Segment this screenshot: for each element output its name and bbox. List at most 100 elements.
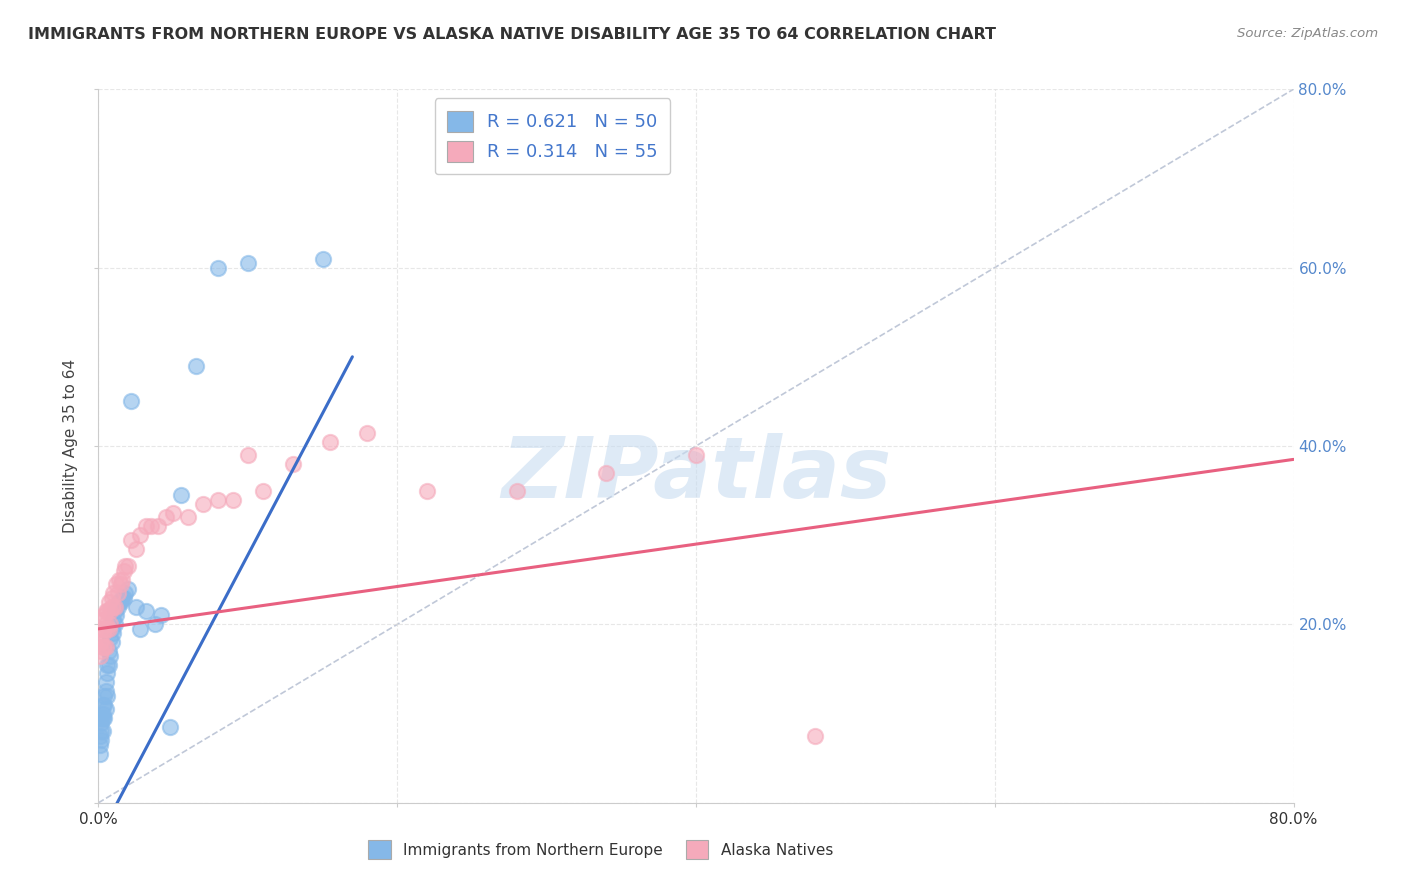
Point xyxy=(91,626,114,640)
Point xyxy=(110,577,132,591)
Point xyxy=(97,657,120,672)
Point xyxy=(93,640,115,654)
Point xyxy=(96,666,118,681)
Point xyxy=(101,622,124,636)
Point xyxy=(105,608,128,623)
Point xyxy=(93,622,115,636)
Point xyxy=(90,733,112,747)
Point xyxy=(90,715,112,730)
Point xyxy=(93,608,115,623)
Point xyxy=(91,706,114,721)
Point xyxy=(104,617,127,632)
Point xyxy=(107,599,129,614)
Point xyxy=(90,635,112,649)
Point xyxy=(804,729,827,743)
Point xyxy=(111,573,134,587)
Point xyxy=(93,698,115,712)
Point xyxy=(281,457,304,471)
Point xyxy=(90,644,112,658)
Point xyxy=(319,434,342,449)
Point xyxy=(100,648,122,663)
Point xyxy=(94,684,117,698)
Point xyxy=(104,599,127,614)
Point xyxy=(120,533,142,547)
Point xyxy=(89,729,111,743)
Point xyxy=(139,519,162,533)
Text: ZIPatlas: ZIPatlas xyxy=(501,433,891,516)
Point xyxy=(506,483,529,498)
Point xyxy=(222,492,245,507)
Point xyxy=(90,724,112,739)
Point xyxy=(101,635,124,649)
Point xyxy=(169,488,191,502)
Point xyxy=(90,711,112,725)
Point xyxy=(93,689,115,703)
Point xyxy=(120,394,142,409)
Point xyxy=(108,595,131,609)
Point xyxy=(94,617,117,632)
Point xyxy=(91,698,114,712)
Point xyxy=(207,260,229,275)
Point xyxy=(162,506,184,520)
Point xyxy=(96,622,118,636)
Point xyxy=(94,604,117,618)
Point xyxy=(117,582,139,596)
Point xyxy=(125,541,148,556)
Point xyxy=(416,483,439,498)
Point xyxy=(110,595,132,609)
Point xyxy=(89,738,111,752)
Point xyxy=(103,626,125,640)
Point xyxy=(125,599,148,614)
Point xyxy=(685,448,707,462)
Point xyxy=(89,635,111,649)
Point xyxy=(97,644,120,658)
Point xyxy=(94,675,117,690)
Point xyxy=(108,573,131,587)
Point xyxy=(135,519,157,533)
Point xyxy=(595,466,617,480)
Text: Source: ZipAtlas.com: Source: ZipAtlas.com xyxy=(1237,27,1378,40)
Point xyxy=(94,640,117,654)
Point xyxy=(159,720,181,734)
Point xyxy=(311,252,333,266)
Point xyxy=(356,425,378,440)
Point xyxy=(148,519,170,533)
Point xyxy=(97,622,120,636)
Point xyxy=(100,617,122,632)
Point xyxy=(112,591,135,605)
Point xyxy=(96,689,118,703)
Point xyxy=(236,448,259,462)
Point xyxy=(103,586,125,600)
Point xyxy=(207,492,229,507)
Point xyxy=(111,591,134,605)
Point xyxy=(100,604,122,618)
Point xyxy=(129,528,152,542)
Point xyxy=(91,711,114,725)
Point xyxy=(143,617,166,632)
Point xyxy=(97,595,120,609)
Point xyxy=(135,604,157,618)
Y-axis label: Disability Age 35 to 64: Disability Age 35 to 64 xyxy=(63,359,79,533)
Point xyxy=(129,622,152,636)
Point xyxy=(96,657,118,672)
Point xyxy=(101,599,124,614)
Point xyxy=(114,559,136,574)
Point xyxy=(184,359,207,373)
Text: IMMIGRANTS FROM NORTHERN EUROPE VS ALASKA NATIVE DISABILITY AGE 35 TO 64 CORRELA: IMMIGRANTS FROM NORTHERN EUROPE VS ALASK… xyxy=(28,27,995,42)
Point xyxy=(191,497,214,511)
Point xyxy=(93,711,115,725)
Point xyxy=(117,559,139,574)
Point xyxy=(104,604,127,618)
Point xyxy=(89,747,111,761)
Point xyxy=(100,631,122,645)
Point xyxy=(91,613,114,627)
Point xyxy=(91,724,114,739)
Point xyxy=(103,599,125,614)
Point xyxy=(90,622,112,636)
Point xyxy=(103,613,125,627)
Point xyxy=(89,648,111,663)
Point xyxy=(155,510,177,524)
Point xyxy=(107,586,129,600)
Point xyxy=(91,640,114,654)
Point xyxy=(105,577,128,591)
